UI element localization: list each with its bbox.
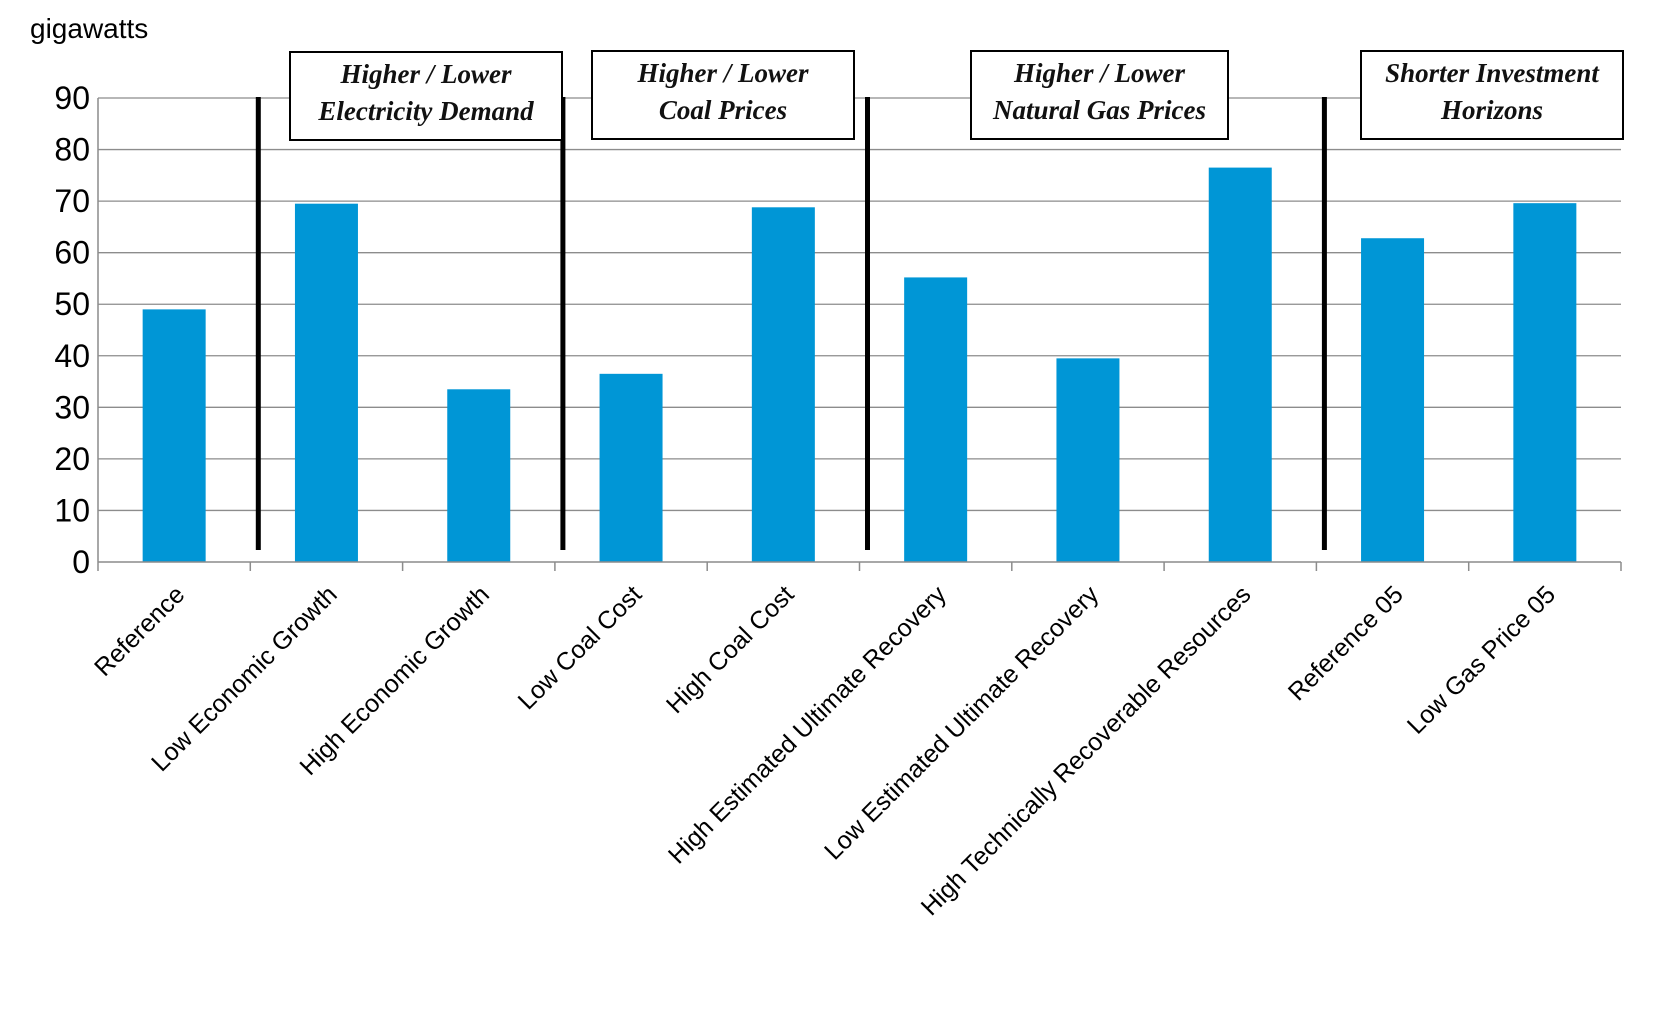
group-label-text: Coal Prices [659,95,787,125]
x-tick-label: Low Estimated Ultimate Recovery [819,580,1104,865]
group-label-text: Natural Gas Prices [992,95,1206,125]
x-tick-label: High Technically Recoverable Resources [916,580,1257,921]
x-tick-label: Reference 05 [1283,580,1409,706]
x-tick-label: Reference [89,580,190,681]
group-label: Higher / Lower Natural Gas Prices [970,50,1229,140]
y-tick-label: 90 [54,80,90,116]
x-tick-label: High Estimated Ultimate Recovery [663,580,952,869]
y-tick-label: 20 [54,441,90,477]
y-tick-label: 40 [54,338,90,374]
y-tick-label: 60 [54,235,90,271]
y-axis-label: gigawatts [30,13,148,44]
group-label: Higher / Lower Electricity Demand [289,51,563,141]
group-label-text: Horizons [1440,95,1543,125]
bar [1208,167,1272,562]
group-label-box [289,51,563,141]
y-tick-label: 0 [72,544,90,580]
bars [142,167,1577,562]
group-label-text: Higher / Lower [1013,58,1185,88]
group-label-box [970,50,1229,140]
x-tick-label: Low Gas Price 05 [1402,580,1561,739]
axes [97,98,1622,571]
y-tick-label: 30 [54,389,90,425]
group-label: Shorter Investment Horizons [1360,50,1624,140]
y-tick-label: 80 [54,132,90,168]
group-label-text: Higher / Lower [339,59,511,89]
bar [904,277,968,562]
bar [751,207,815,562]
bar [1056,358,1120,562]
y-tick-label: 10 [54,492,90,528]
group-label: Higher / Lower Coal Prices [591,50,855,140]
bar [294,203,358,562]
group-label-text: Higher / Lower [636,58,808,88]
x-tick-label: High Coal Cost [661,580,800,719]
group-separators [255,97,1327,550]
group-label-box [591,50,855,140]
group-label-box [1360,50,1624,140]
bar [142,309,206,562]
bar [1513,203,1577,562]
x-tick-label: Low Coal Cost [513,580,648,715]
bar [1361,238,1425,562]
y-tick-label: 70 [54,183,90,219]
bar [447,389,511,562]
group-label-text: Shorter Investment [1385,58,1600,88]
y-tick-label: 50 [54,286,90,322]
group-label-text: Electricity Demand [317,96,534,126]
bar [599,373,663,562]
y-tick-labels: 0 10 20 30 40 50 60 70 80 90 [54,80,90,580]
